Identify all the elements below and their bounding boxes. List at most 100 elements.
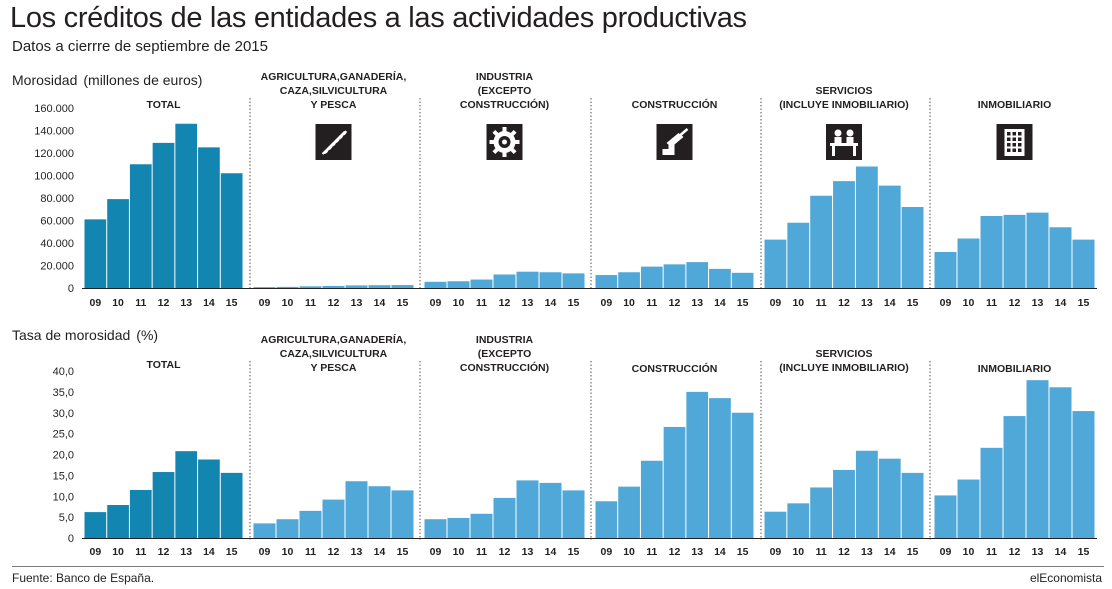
tasa-bar — [934, 495, 957, 538]
morosidad-x-tick: 13 — [351, 297, 363, 309]
trowel-blade — [666, 133, 684, 147]
morosidad-x-tick: 15 — [397, 297, 409, 309]
tasa-x-tick: 09 — [259, 546, 271, 558]
tasa-y-tick: 10,0 — [53, 491, 74, 503]
morosidad-x-tick: 12 — [158, 297, 170, 309]
tasa-bar — [220, 472, 243, 538]
tasa-x-tick: 15 — [397, 546, 409, 558]
morosidad-y-tick: 40.000 — [40, 238, 74, 250]
morosidad-x-tick: 14 — [203, 297, 215, 309]
tasa-bar — [424, 519, 447, 538]
morosidad-bar — [1072, 239, 1095, 288]
tasa-x-tick: 12 — [1009, 546, 1021, 558]
tasa-bar — [175, 451, 198, 538]
building-window — [1018, 132, 1022, 136]
tasa-bar — [129, 489, 152, 538]
person-head — [834, 129, 842, 137]
tasa-bar — [470, 513, 493, 538]
morosidad-x-tick: 12 — [499, 297, 511, 309]
building-window — [1018, 143, 1022, 147]
morosidad-x-tick: 12 — [328, 297, 340, 309]
morosidad-bar — [595, 275, 618, 288]
morosidad-x-tick: 11 — [816, 297, 827, 309]
tasa-bar — [731, 412, 754, 538]
building-window — [1012, 137, 1016, 141]
morosidad-x-tick: 14 — [1055, 297, 1067, 309]
morosidad-bar — [1003, 214, 1026, 288]
tasa-y-tick: 15,0 — [53, 470, 74, 482]
tasa-bar — [493, 497, 516, 538]
morosidad-x-tick: 15 — [737, 297, 749, 309]
tasa-x-tick: 15 — [737, 546, 749, 558]
morosidad-bar — [129, 164, 152, 288]
tasa-x-tick: 10 — [623, 546, 635, 558]
tasa-panel-label: SERVICIOS — [816, 348, 873, 360]
chart-title: Los créditos de las entidades a las acti… — [10, 2, 747, 34]
morosidad-x-tick: 13 — [1032, 297, 1044, 309]
morosidad-y-tick: 80.000 — [40, 193, 74, 205]
morosidad-bar — [424, 281, 447, 288]
tasa-bar — [84, 512, 107, 538]
tasa-x-tick: 13 — [351, 546, 363, 558]
tasa-unit: (%) — [136, 327, 158, 343]
tasa-bar — [709, 398, 731, 538]
tasa-bar — [901, 472, 924, 538]
building-window — [1012, 148, 1016, 152]
building-window — [1012, 132, 1016, 136]
morosidad-bar — [833, 181, 855, 288]
morosidad-x-tick: 14 — [545, 297, 557, 309]
wheat-grain — [330, 141, 336, 147]
tasa-panel-label: (INCLUYE INMOBILIARIO) — [779, 362, 909, 374]
morosidad-bar — [368, 285, 391, 288]
morosidad-x-tick: 09 — [90, 297, 102, 309]
tasa-x-tick: 10 — [112, 546, 124, 558]
gear-tooth — [502, 127, 507, 133]
morosidad-bar — [562, 273, 585, 288]
gear-tooth — [513, 140, 520, 144]
morosidad-x-tick: 15 — [907, 297, 919, 309]
tasa-x-tick: 09 — [430, 546, 442, 558]
tasa-bar — [1049, 387, 1072, 538]
morosidad-bar — [980, 216, 1003, 288]
tasa-y-tick: 40,0 — [53, 366, 74, 378]
morosidad-bar — [107, 199, 129, 288]
tasa-bar — [980, 447, 1003, 538]
morosidad-x-tick: 10 — [963, 297, 975, 309]
tasa-x-tick: 11 — [305, 546, 316, 558]
tasa-x-tick: 09 — [90, 546, 102, 558]
morosidad-x-tick: 09 — [601, 297, 613, 309]
building-window — [1012, 143, 1016, 147]
trowel-icon — [656, 124, 693, 160]
tasa-x-tick: 15 — [226, 546, 238, 558]
morosidad-bar — [516, 271, 539, 288]
desk-leg — [832, 146, 835, 156]
building-window — [1018, 137, 1022, 141]
morosidad-bar — [493, 274, 516, 288]
morosidad-bar — [470, 279, 493, 288]
morosidad-bar — [957, 238, 980, 288]
morosidad-bar — [175, 123, 198, 288]
tasa-bar — [618, 486, 640, 538]
tasa-panel-label: CONSTRUCCIÓN — [632, 362, 718, 375]
tasa-bar — [447, 517, 470, 538]
tasa-bar — [299, 510, 322, 538]
wheat-grain — [341, 130, 347, 136]
tasa-bar — [198, 459, 220, 538]
building-icon — [996, 124, 1033, 160]
morosidad-heading-title: Morosidad — [12, 72, 77, 88]
morosidad-bar — [787, 222, 810, 288]
morosidad-bar — [447, 281, 470, 288]
morosidad-bar — [618, 272, 640, 288]
tasa-x-tick: 15 — [568, 546, 580, 558]
morosidad-bar — [345, 285, 368, 288]
morosidad-x-tick: 13 — [180, 297, 192, 309]
tasa-bar — [562, 490, 585, 538]
wheat-grain — [323, 149, 329, 154]
morosidad-x-tick: 12 — [669, 297, 681, 309]
morosidad-bar — [640, 266, 663, 288]
tasa-x-tick: 12 — [838, 546, 850, 558]
tasa-bar — [663, 426, 686, 538]
morosidad-bar — [855, 166, 878, 288]
tasa-y-tick: 20,0 — [53, 450, 74, 462]
morosidad-x-tick: 10 — [453, 297, 465, 309]
